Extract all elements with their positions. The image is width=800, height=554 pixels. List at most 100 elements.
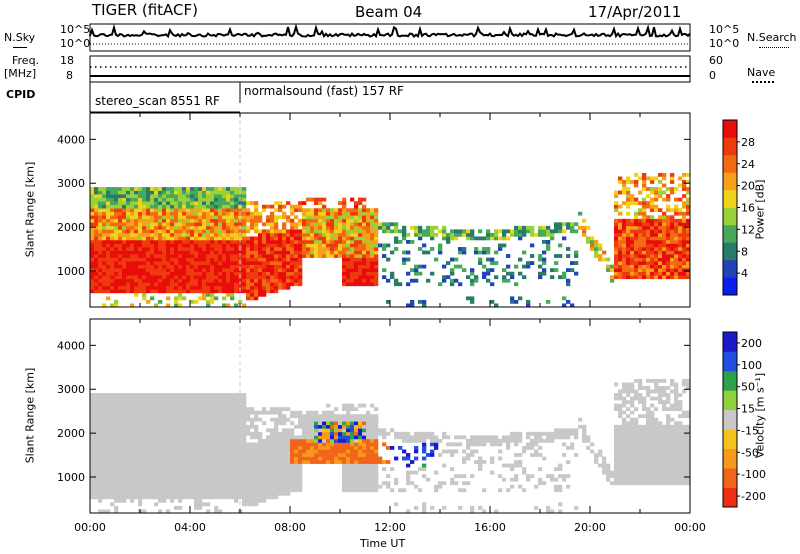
heatmap-cell bbox=[106, 456, 111, 461]
heatmap-cell bbox=[634, 225, 639, 230]
heatmap-cell bbox=[634, 275, 639, 280]
heatmap-cell bbox=[266, 477, 271, 482]
heatmap-cell bbox=[178, 278, 183, 283]
heatmap-cell bbox=[478, 250, 483, 255]
heatmap-cell bbox=[110, 453, 115, 457]
heatmap-cell bbox=[210, 229, 215, 234]
heatmap-cell bbox=[358, 264, 363, 269]
heatmap-cell bbox=[494, 261, 499, 265]
heatmap-cell bbox=[370, 282, 375, 287]
heatmap-cell bbox=[338, 229, 343, 234]
heatmap-cell bbox=[190, 407, 195, 412]
heatmap-cell bbox=[122, 431, 127, 436]
heatmap-cell bbox=[334, 417, 339, 422]
heatmap-cell bbox=[226, 222, 231, 227]
heatmap-cell bbox=[358, 250, 363, 255]
heatmap-cell bbox=[270, 442, 275, 447]
heatmap-cell bbox=[258, 460, 263, 464]
heatmap-cell bbox=[390, 428, 395, 433]
heatmap-cell bbox=[674, 247, 679, 251]
heatmap-cell bbox=[650, 247, 655, 251]
heatmap-cell bbox=[150, 250, 155, 255]
heatmap-cell bbox=[178, 456, 183, 461]
heatmap-cell bbox=[626, 211, 631, 216]
heatmap-cell bbox=[270, 488, 275, 493]
heatmap-cell bbox=[298, 204, 303, 209]
heatmap-cell bbox=[122, 484, 127, 489]
heatmap-cell bbox=[186, 187, 191, 191]
heatmap-cell bbox=[334, 236, 339, 241]
heatmap-cell bbox=[330, 445, 335, 450]
heatmap-cell bbox=[474, 278, 479, 283]
heatmap-cell bbox=[230, 453, 235, 457]
heatmap-cell bbox=[382, 268, 387, 273]
heatmap-cell bbox=[682, 264, 687, 269]
heatmap-cell bbox=[218, 414, 223, 419]
heatmap-cell bbox=[334, 211, 339, 216]
heatmap-cell bbox=[166, 509, 171, 513]
heatmap-cell bbox=[150, 271, 155, 276]
heatmap-cell bbox=[270, 275, 275, 280]
heatmap-cell bbox=[214, 488, 219, 493]
heatmap-cell bbox=[270, 449, 275, 454]
heatmap-cell bbox=[138, 282, 143, 287]
heatmap-cell bbox=[350, 484, 355, 489]
heatmap-cell bbox=[230, 211, 235, 216]
heatmap-cell bbox=[358, 197, 363, 202]
nave-label: Nave bbox=[747, 66, 776, 79]
heatmap-cell bbox=[178, 190, 183, 195]
heatmap-cell bbox=[294, 208, 299, 213]
heatmap-cell bbox=[570, 222, 575, 227]
heatmap-cell bbox=[634, 243, 639, 248]
heatmap-cell bbox=[150, 264, 155, 269]
heatmap-cell bbox=[98, 442, 103, 447]
heatmap-cell bbox=[214, 403, 219, 408]
heatmap-cell bbox=[666, 261, 671, 265]
heatmap-cell bbox=[330, 428, 335, 433]
heatmap-cell bbox=[182, 278, 187, 283]
nsky-underline bbox=[13, 47, 27, 48]
heatmap-cell bbox=[310, 442, 315, 447]
heatmap-cell bbox=[662, 218, 667, 223]
heatmap-cell bbox=[130, 239, 135, 244]
heatmap-cell bbox=[654, 208, 659, 213]
heatmap-cell bbox=[350, 232, 355, 237]
heatmap-cell bbox=[378, 460, 383, 464]
heatmap-cell bbox=[242, 250, 247, 255]
heatmap-cell bbox=[542, 261, 547, 265]
heatmap-cell bbox=[342, 431, 347, 436]
heatmap-cell bbox=[230, 474, 235, 479]
heatmap-cell bbox=[558, 467, 563, 471]
heatmap-cell bbox=[162, 393, 167, 397]
heatmap-cell bbox=[354, 201, 359, 206]
heatmap-cell bbox=[138, 289, 143, 294]
heatmap-cell bbox=[98, 410, 103, 415]
heatmap-cell bbox=[90, 239, 95, 244]
heatmap-cell bbox=[530, 229, 535, 234]
heatmap-cell bbox=[222, 232, 227, 237]
heatmap-cell bbox=[586, 225, 591, 230]
heatmap-cell bbox=[118, 428, 123, 433]
heatmap-cell bbox=[130, 236, 135, 241]
heatmap-cell bbox=[622, 239, 627, 244]
heatmap-cell bbox=[214, 282, 219, 287]
heatmap-cell bbox=[150, 414, 155, 419]
heatmap-cell bbox=[154, 243, 159, 248]
heatmap-cell bbox=[574, 453, 579, 457]
heatmap-cell bbox=[366, 247, 371, 251]
heatmap-cell bbox=[686, 204, 690, 209]
heatmap-cell bbox=[154, 481, 159, 486]
heatmap-cell bbox=[390, 222, 395, 227]
heatmap-cell bbox=[374, 445, 379, 450]
heatmap-cell bbox=[614, 225, 619, 230]
heatmap-cell bbox=[218, 453, 223, 457]
heatmap-cell bbox=[170, 400, 175, 404]
heatmap-cell bbox=[390, 488, 395, 493]
heatmap-cell bbox=[430, 453, 435, 457]
heatmap-cell bbox=[150, 445, 155, 450]
heatmap-cell bbox=[158, 250, 163, 255]
heatmap-cell bbox=[106, 414, 111, 419]
heatmap-cell bbox=[278, 229, 283, 234]
heatmap-cell bbox=[214, 463, 219, 468]
heatmap-cell bbox=[158, 197, 163, 202]
